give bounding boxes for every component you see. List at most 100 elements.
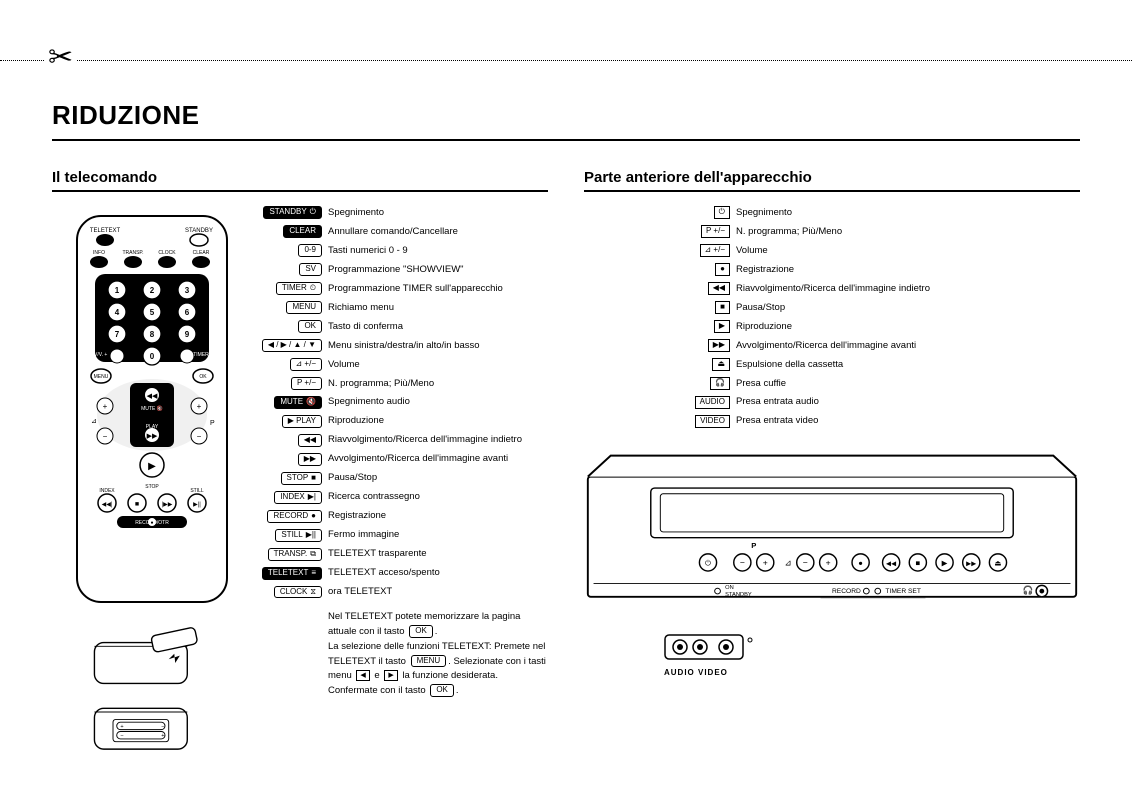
key-pill: MENU — [286, 301, 322, 314]
svg-text:MUTE 🔇: MUTE 🔇 — [141, 405, 163, 412]
svg-text:▶▶: ▶▶ — [147, 433, 158, 440]
key-pill: STANDBY⏻ — [263, 206, 322, 219]
svg-text:0: 0 — [150, 352, 155, 361]
legend-desc: Menu sinistra/destra/in alto/in basso — [328, 341, 480, 351]
key-pill: ⏏ — [712, 358, 730, 371]
right-heading: Parte anteriore dell'apparecchio — [584, 169, 1080, 186]
legend-desc: Riavvolgimento/Ricerca dell'immagine ind… — [736, 284, 930, 294]
key-icon: ■ — [311, 474, 316, 483]
legend-desc: Pausa/Stop — [736, 303, 785, 313]
key-pill: STILL▶|| — [275, 529, 322, 542]
left-body: TELETEXT STANDBY INFO TRANSP. CLOCK CLEA… — [52, 206, 548, 755]
svg-text:STOP: STOP — [145, 484, 159, 490]
legend-desc: Espulsione della cassetta — [736, 360, 843, 370]
legend-row: ◀◀ Riavvolgimento/Ricerca dell'immagine i… — [684, 282, 1080, 295]
svg-text:7: 7 — [115, 330, 120, 339]
key-pill: ▶ PLAY — [282, 415, 322, 428]
menu-key-ref: MENU — [411, 655, 447, 667]
legend-row: STILL▶||Fermo immagine — [266, 529, 548, 542]
svg-text:9: 9 — [185, 330, 190, 339]
svg-text:PLAY: PLAY — [146, 424, 159, 430]
right-column: Parte anteriore dell'apparecchio ⏻ Spegni… — [584, 169, 1080, 755]
svg-text:+: + — [120, 724, 123, 730]
legend-desc: Spegnimento — [328, 208, 384, 218]
key-icon: ⧉ — [310, 550, 316, 559]
legend-row: INDEX▶|Ricerca contrassegno — [266, 491, 548, 504]
legend-desc: TELETEXT acceso/spento — [328, 568, 440, 578]
legend-desc: Riavvolgimento/Ricerca dell'immagine ind… — [328, 435, 522, 445]
key-pill: 🎧 — [710, 377, 730, 390]
legend-desc: Spegnimento — [736, 208, 792, 218]
legend-row: ▶ PLAYRiproduzione — [266, 415, 548, 428]
key-pill: ▶ — [714, 320, 730, 333]
svg-text:CLEAR: CLEAR — [193, 250, 210, 256]
key-pill: TELETEXT≡ — [262, 567, 322, 580]
svg-text:P: P — [751, 541, 756, 550]
svg-text:■: ■ — [916, 558, 921, 567]
legend-row: STOP■Pausa/Stop — [266, 472, 548, 485]
title-rule — [52, 139, 1080, 141]
key-icon: ▶|| — [306, 531, 316, 540]
remote-legend: STANDBY⏻ Spegnimento CLEAR Annullare comand… — [266, 206, 548, 755]
svg-text:+: + — [103, 402, 108, 411]
legend-desc: Avvolgimento/Ricerca dell'immagine avant… — [328, 454, 508, 464]
svg-text:INFO: INFO — [93, 250, 105, 256]
legend-desc: Volume — [328, 360, 360, 370]
legend-desc: Annullare comando/Cancellare — [328, 227, 458, 237]
legend-desc: Programmazione "SHOWVIEW" — [328, 265, 464, 275]
svg-text:−: − — [740, 557, 745, 567]
teletext-notes: Nel TELETEXT potete memorizzare la pagin… — [328, 610, 548, 698]
battery-insert-1 — [87, 624, 217, 689]
key-pill: ◀◀ — [708, 282, 730, 295]
svg-text:−: − — [161, 724, 164, 730]
legend-desc: Avvolgimento/Ricerca dell'immagine avant… — [736, 341, 916, 351]
legend-desc: N. programma; Più/Meno — [328, 379, 434, 389]
legend-desc: ora TELETEXT — [328, 587, 392, 597]
key-pill: AUDIO — [695, 396, 730, 409]
key-pill: ● — [715, 263, 730, 276]
svg-text:⏻: ⏻ — [705, 558, 712, 567]
svg-text:−: − — [803, 557, 808, 567]
vcr-svg: ⏻ P − + ⊿ − + ● ◀◀ ■ ▶ ▶▶ ⏏ — [584, 448, 1080, 620]
key-icon: 🔇 — [306, 398, 316, 407]
legend-row: AUDIOPresa entrata audio — [684, 396, 1080, 409]
right-rule — [584, 190, 1080, 192]
svg-text:+: + — [826, 557, 831, 567]
key-pill: ◀ / ▶ / ▲ / ▼ — [262, 339, 322, 352]
legend-desc: N. programma; Più/Meno — [736, 227, 842, 237]
legend-row: VIDEOPresa entrata video — [684, 415, 1080, 428]
legend-row: ● Registrazione — [684, 263, 1080, 276]
svg-text:TIMER: TIMER — [193, 352, 209, 358]
legend-desc: Registrazione — [736, 265, 794, 275]
legend-row: P +/−N. programma; Più/Meno — [266, 377, 548, 390]
svg-text:▶: ▶ — [148, 461, 156, 472]
key-pill: SV — [299, 263, 322, 276]
audio-video-jacks: AUDIO VIDEO — [664, 634, 1080, 677]
svg-text:▶||: ▶|| — [193, 502, 201, 508]
svg-text:◀◀|: ◀◀| — [102, 502, 113, 508]
left-arrow-ref: ◀ — [356, 670, 369, 681]
svg-text:◀◀: ◀◀ — [886, 560, 897, 567]
svg-text:🎧: 🎧 — [1023, 585, 1034, 595]
legend-row: SV Programmazione "SHOWVIEW" — [266, 263, 548, 276]
legend-row: OKTasto di conferma — [266, 320, 548, 333]
front-legend: ⏻SpegnimentoP +/−N. programma; Più/Meno⊿… — [684, 206, 1080, 428]
key-pill: ■ — [715, 301, 730, 314]
page-content: RIDUZIONE Il telecomando TELETEXT STANDB… — [52, 100, 1080, 755]
key-pill: ⏻ — [714, 206, 730, 219]
right-arrow-ref: ▶ — [384, 670, 397, 681]
svg-text:⏏: ⏏ — [994, 558, 1001, 567]
legend-row: TELETEXT≡TELETEXT acceso/spento — [266, 567, 548, 580]
svg-text:−: − — [103, 432, 108, 441]
svg-text:MENU: MENU — [94, 374, 109, 380]
legend-row: STANDBY⏻ Spegnimento — [266, 206, 548, 219]
av-label: AUDIO VIDEO — [664, 668, 1080, 677]
legend-row: ⏻ Spegnimento — [684, 206, 1080, 219]
legend-row: TRANSP.⧉TELETEXT trasparente — [266, 548, 548, 561]
legend-desc: Richiamo menu — [328, 303, 394, 313]
legend-desc: Riproduzione — [736, 322, 792, 332]
key-pill: ▶▶ — [708, 339, 730, 352]
key-pill: CLEAR — [283, 225, 322, 238]
key-icon: ⏻ — [310, 208, 316, 217]
svg-text:●: ● — [858, 558, 863, 567]
